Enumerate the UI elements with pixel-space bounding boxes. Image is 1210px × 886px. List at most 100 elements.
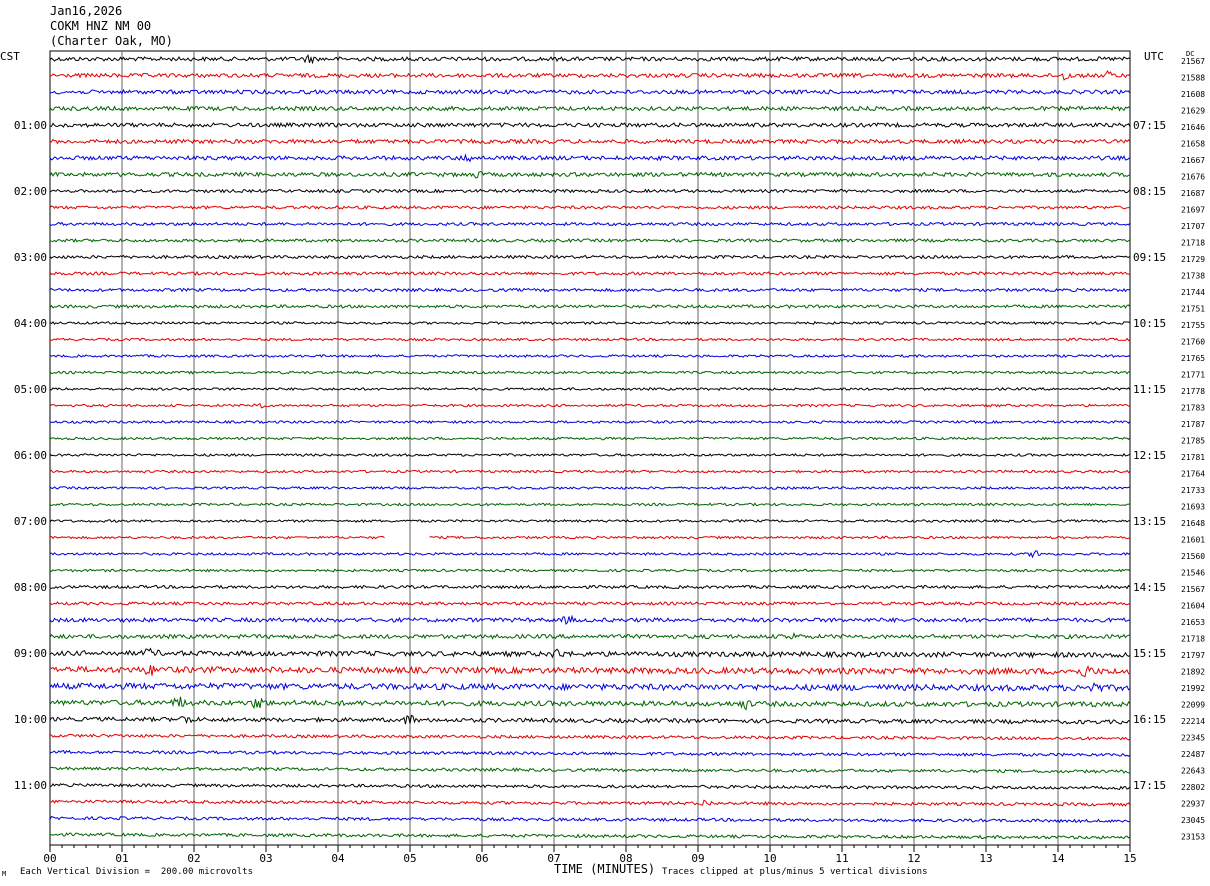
dc-offset-label: 21783 — [1181, 404, 1205, 413]
dc-offset-label: 21687 — [1181, 189, 1205, 198]
dc-offset-label: 21797 — [1181, 651, 1205, 660]
utc-hour-label: 11:15 — [1133, 383, 1166, 396]
trace-line — [49, 749, 1131, 758]
x-tick-label: 03 — [259, 852, 272, 865]
x-tick-label: 02 — [187, 852, 200, 865]
dc-offset-label: 21676 — [1181, 173, 1205, 182]
trace-line — [49, 419, 1131, 425]
utc-hour-label: 09:15 — [1133, 251, 1166, 264]
trace-line — [49, 270, 1131, 277]
corner-mark: M — [2, 870, 7, 878]
dc-offset-label: 21765 — [1181, 354, 1205, 363]
trace-line — [49, 733, 1131, 741]
trace-line — [49, 54, 1131, 65]
dc-offset-label: 21693 — [1181, 503, 1205, 512]
cst-hour-label: 06:00 — [14, 449, 47, 462]
cst-hour-label: 07:00 — [14, 515, 47, 528]
scale-note: Each Vertical Division = 200.00 microvol… — [20, 867, 253, 877]
x-tick-label: 04 — [331, 852, 345, 865]
dc-offset-label: 21744 — [1181, 288, 1205, 297]
dc-offset-label: 21787 — [1181, 420, 1205, 429]
plot-frame — [49, 50, 1131, 846]
trace-line — [49, 452, 1131, 457]
x-tick-label: 06 — [475, 852, 488, 865]
dc-offset-label: 21760 — [1181, 338, 1205, 347]
dc-offset-label: 21771 — [1181, 371, 1205, 380]
utc-hour-label: 07:15 — [1133, 119, 1166, 132]
dc-offset-label: 22487 — [1181, 750, 1205, 759]
trace-line — [49, 518, 1131, 524]
trace-line — [49, 121, 1131, 129]
dc-offset-label: 21567 — [1181, 57, 1205, 66]
x-tick-label: 12 — [907, 852, 920, 865]
trace-line — [49, 171, 1131, 179]
x-axis-title: TIME (MINUTES) — [554, 862, 656, 876]
cst-hour-label: 10:00 — [14, 713, 47, 726]
dc-header-label: DC — [1186, 50, 1194, 58]
dc-offset-label: 22802 — [1181, 783, 1205, 792]
dc-offset-label: 21653 — [1181, 618, 1205, 627]
x-tick-label: 15 — [1123, 852, 1136, 865]
utc-hour-label: 14:15 — [1133, 581, 1166, 594]
x-tick-label: 08 — [619, 852, 632, 865]
trace-line — [49, 337, 1131, 342]
utc-hour-label: 08:15 — [1133, 185, 1166, 198]
trace-line — [49, 287, 1131, 293]
trace-line — [49, 601, 1131, 607]
trace-line — [49, 221, 1131, 227]
x-tick-label: 01 — [115, 852, 128, 865]
dc-offset-label: 21707 — [1181, 222, 1205, 231]
dc-offset-label: 21729 — [1181, 255, 1205, 264]
dc-offset-label: 21567 — [1181, 585, 1205, 594]
utc-hour-label: 13:15 — [1133, 515, 1166, 528]
x-tick-label: 07 — [547, 852, 560, 865]
trace-line — [49, 238, 1131, 244]
dc-offset-label: 21785 — [1181, 437, 1205, 446]
cst-hour-label: 02:00 — [14, 185, 47, 198]
dc-offset-label: 21601 — [1181, 536, 1205, 545]
trace-line — [49, 387, 1131, 391]
trace-line — [49, 88, 1131, 96]
x-tick-label: 10 — [763, 852, 776, 865]
trace-line — [49, 153, 1131, 163]
x-tick-label: 11 — [835, 852, 848, 865]
clip-note: Traces clipped at plus/minus 5 vertical … — [662, 867, 928, 877]
x-tick-label: 14 — [1051, 852, 1065, 865]
trace-line — [49, 403, 1131, 409]
dc-offset-label: 22937 — [1181, 800, 1205, 809]
dc-offset-label: 21733 — [1181, 486, 1205, 495]
trace-line — [49, 766, 1131, 774]
trace-line — [50, 584, 1131, 590]
dc-offset-label: 21992 — [1181, 684, 1205, 693]
dc-offset-label: 22345 — [1181, 734, 1205, 743]
trace-line — [49, 568, 1131, 573]
trace-line — [49, 188, 1131, 194]
right-timezone-label: UTC — [1144, 50, 1164, 63]
x-tick-label: 09 — [691, 852, 704, 865]
dc-offset-label: 22214 — [1181, 717, 1205, 726]
location-label: (Charter Oak, MO) — [50, 34, 173, 48]
trace-line — [49, 696, 1131, 711]
trace-line — [49, 254, 1131, 260]
utc-hour-label: 15:15 — [1133, 647, 1166, 660]
cst-hour-label: 09:00 — [14, 647, 47, 660]
trace-line — [49, 370, 1131, 375]
dc-offset-label: 21560 — [1181, 552, 1205, 561]
trace-line — [49, 681, 1131, 693]
trace-line — [49, 469, 1131, 474]
trace-line — [49, 138, 1131, 145]
x-tick-label: 05 — [403, 852, 416, 865]
date-label: Jan16,2026 — [50, 4, 123, 18]
trace-line — [49, 502, 1131, 507]
dc-offset-label: 21629 — [1181, 107, 1205, 116]
utc-hour-label: 16:15 — [1133, 713, 1166, 726]
cst-hour-label: 04:00 — [14, 317, 47, 330]
trace-line — [49, 535, 385, 540]
dc-offset-label: 21646 — [1181, 123, 1205, 132]
dc-offset-label: 21778 — [1181, 387, 1205, 396]
dc-offset-label: 21608 — [1181, 90, 1205, 99]
trace-line — [49, 815, 1131, 824]
trace-line — [49, 70, 1131, 81]
trace-line — [49, 799, 1131, 807]
